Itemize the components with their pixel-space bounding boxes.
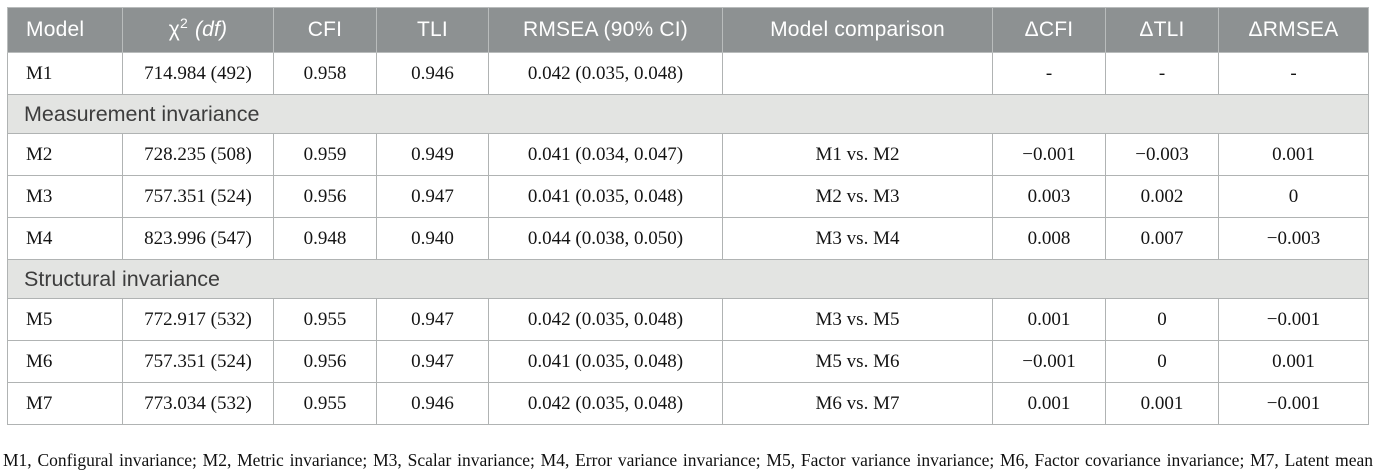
cell-model: M1 bbox=[7, 52, 123, 95]
cell-model: M4 bbox=[7, 217, 123, 260]
cell-delta-cfi: 0.001 bbox=[992, 382, 1106, 425]
header-row: Model χ2 (df) CFI TLI RMSEA (90% CI) Mode… bbox=[7, 7, 1369, 53]
table-row-m7: M7 773.034 (532) 0.955 0.946 0.042 (0.03… bbox=[7, 382, 1369, 425]
cell-cfi: 0.955 bbox=[273, 382, 377, 425]
table-footnote: M1, Configural invariance; M2, Metric in… bbox=[3, 449, 1373, 470]
header-tli: TLI bbox=[376, 7, 489, 53]
cell-tli: 0.947 bbox=[376, 175, 489, 218]
cell-delta-cfi: 0.008 bbox=[992, 217, 1106, 260]
cell-delta-rmsea: −0.001 bbox=[1218, 382, 1369, 425]
cell-tli: 0.949 bbox=[376, 133, 489, 176]
chi-df-label: (df) bbox=[194, 18, 228, 41]
cell-delta-rmsea: −0.001 bbox=[1218, 298, 1369, 341]
cell-model-comparison: M3 vs. M5 bbox=[722, 298, 993, 341]
cell-model-comparison: M5 vs. M6 bbox=[722, 340, 993, 383]
cell-tli: 0.947 bbox=[376, 340, 489, 383]
cell-delta-cfi: −0.001 bbox=[992, 133, 1106, 176]
cell-delta-tli: 0 bbox=[1105, 340, 1219, 383]
cell-chi2-df: 773.034 (532) bbox=[122, 382, 274, 425]
cell-cfi: 0.956 bbox=[273, 340, 377, 383]
table-row-m6: M6 757.351 (524) 0.956 0.947 0.041 (0.03… bbox=[7, 340, 1369, 383]
cell-cfi: 0.948 bbox=[273, 217, 377, 260]
header-delta-rmsea: ΔRMSEA bbox=[1218, 7, 1369, 53]
table-row-m2: M2 728.235 (508) 0.959 0.949 0.041 (0.03… bbox=[7, 133, 1369, 176]
cell-model-comparison bbox=[722, 52, 993, 95]
cell-model: M7 bbox=[7, 382, 123, 425]
section-label: Structural invariance bbox=[7, 259, 1369, 299]
header-cfi: CFI bbox=[273, 7, 377, 53]
section-row-measurement-invariance: Measurement invariance bbox=[7, 94, 1369, 134]
cell-model: M5 bbox=[7, 298, 123, 341]
cell-rmsea: 0.042 (0.035, 0.048) bbox=[488, 298, 723, 341]
cell-cfi: 0.955 bbox=[273, 298, 377, 341]
cell-delta-tli: 0.002 bbox=[1105, 175, 1219, 218]
fit-statistics-table: Model χ2 (df) CFI TLI RMSEA (90% CI) Mode… bbox=[7, 7, 1369, 425]
header-rmsea: RMSEA (90% CI) bbox=[488, 7, 723, 53]
header-delta-cfi: ΔCFI bbox=[992, 7, 1106, 53]
cell-delta-rmsea: 0.001 bbox=[1218, 340, 1369, 383]
cell-chi2-df: 757.351 (524) bbox=[122, 340, 274, 383]
table-row-m4: M4 823.996 (547) 0.948 0.940 0.044 (0.03… bbox=[7, 217, 1369, 260]
cell-cfi: 0.958 bbox=[273, 52, 377, 95]
table-row-m5: M5 772.917 (532) 0.955 0.947 0.042 (0.03… bbox=[7, 298, 1369, 341]
cell-delta-rmsea: 0.001 bbox=[1218, 133, 1369, 176]
cell-delta-cfi: −0.001 bbox=[992, 340, 1106, 383]
cell-cfi: 0.959 bbox=[273, 133, 377, 176]
cell-model-comparison: M6 vs. M7 bbox=[722, 382, 993, 425]
table-row-m3: M3 757.351 (524) 0.956 0.947 0.041 (0.03… bbox=[7, 175, 1369, 218]
cell-rmsea: 0.041 (0.035, 0.048) bbox=[488, 340, 723, 383]
model-fit-table: Model χ2 (df) CFI TLI RMSEA (90% CI) Mode… bbox=[7, 7, 1369, 425]
cell-rmsea: 0.042 (0.035, 0.048) bbox=[488, 382, 723, 425]
chi-superscript: 2 bbox=[179, 15, 188, 31]
cell-tli: 0.947 bbox=[376, 298, 489, 341]
cell-chi2-df: 772.917 (532) bbox=[122, 298, 274, 341]
section-label: Measurement invariance bbox=[7, 94, 1369, 134]
table-body: M1 714.984 (492) 0.958 0.946 0.042 (0.03… bbox=[7, 52, 1369, 425]
header-chi2-df: χ2 (df) bbox=[122, 7, 274, 53]
section-row-structural-invariance: Structural invariance bbox=[7, 259, 1369, 299]
cell-model-comparison: M1 vs. M2 bbox=[722, 133, 993, 176]
cell-chi2-df: 823.996 (547) bbox=[122, 217, 274, 260]
cell-chi2-df: 728.235 (508) bbox=[122, 133, 274, 176]
cell-tli: 0.946 bbox=[376, 382, 489, 425]
cell-model-comparison: M2 vs. M3 bbox=[722, 175, 993, 218]
cell-chi2-df: 714.984 (492) bbox=[122, 52, 274, 95]
cell-model: M3 bbox=[7, 175, 123, 218]
cell-delta-rmsea: −0.003 bbox=[1218, 217, 1369, 260]
header-model-comparison: Model comparison bbox=[722, 7, 993, 53]
cell-delta-rmsea: 0 bbox=[1218, 175, 1369, 218]
cell-delta-cfi: 0.001 bbox=[992, 298, 1106, 341]
cell-cfi: 0.956 bbox=[273, 175, 377, 218]
cell-delta-tli: - bbox=[1105, 52, 1219, 95]
cell-rmsea: 0.042 (0.035, 0.048) bbox=[488, 52, 723, 95]
cell-model: M6 bbox=[7, 340, 123, 383]
cell-tli: 0.946 bbox=[376, 52, 489, 95]
cell-delta-tli: −0.003 bbox=[1105, 133, 1219, 176]
header-model: Model bbox=[7, 7, 123, 53]
cell-delta-rmsea: - bbox=[1218, 52, 1369, 95]
cell-tli: 0.940 bbox=[376, 217, 489, 260]
cell-chi2-df: 757.351 (524) bbox=[122, 175, 274, 218]
header-delta-tli: ΔTLI bbox=[1105, 7, 1219, 53]
table-row-m1: M1 714.984 (492) 0.958 0.946 0.042 (0.03… bbox=[7, 52, 1369, 95]
table-header: Model χ2 (df) CFI TLI RMSEA (90% CI) Mode… bbox=[7, 7, 1369, 53]
cell-delta-tli: 0.001 bbox=[1105, 382, 1219, 425]
chi-symbol: χ bbox=[168, 18, 180, 41]
cell-delta-cfi: - bbox=[992, 52, 1106, 95]
cell-model-comparison: M3 vs. M4 bbox=[722, 217, 993, 260]
cell-rmsea: 0.041 (0.035, 0.048) bbox=[488, 175, 723, 218]
cell-delta-cfi: 0.003 bbox=[992, 175, 1106, 218]
cell-delta-tli: 0.007 bbox=[1105, 217, 1219, 260]
cell-model: M2 bbox=[7, 133, 123, 176]
cell-rmsea: 0.041 (0.034, 0.047) bbox=[488, 133, 723, 176]
cell-rmsea: 0.044 (0.038, 0.050) bbox=[488, 217, 723, 260]
cell-delta-tli: 0 bbox=[1105, 298, 1219, 341]
